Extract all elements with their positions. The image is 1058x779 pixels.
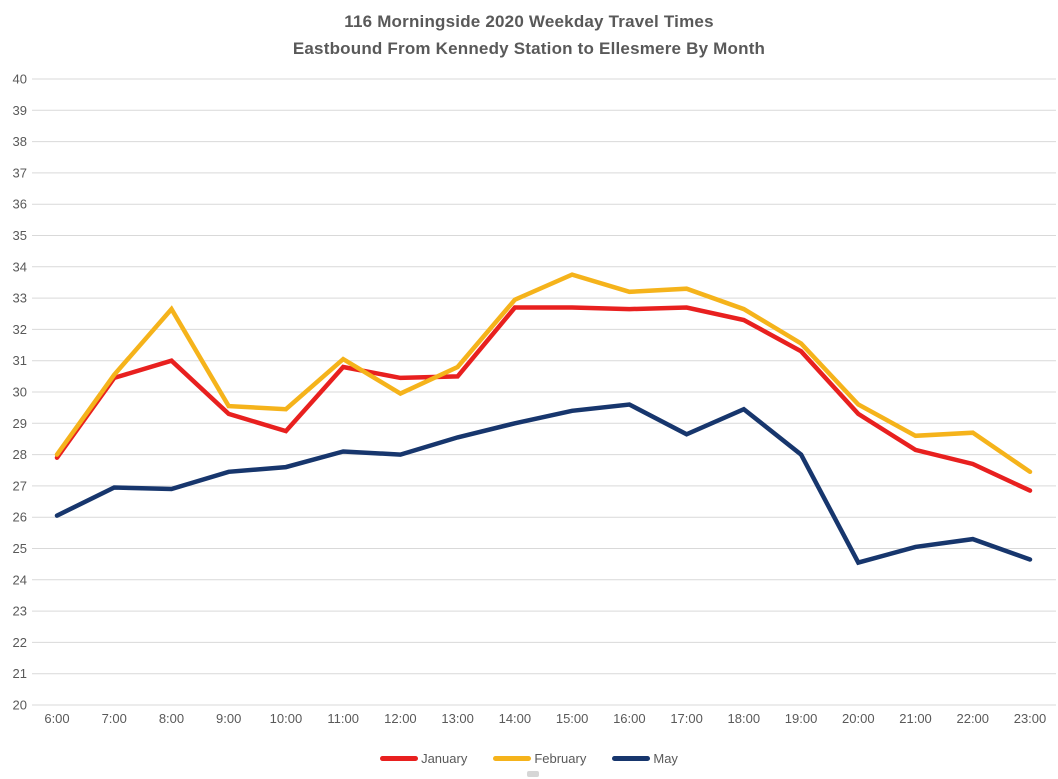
y-tick-label: 25 [13,541,27,556]
x-tick-label: 6:00 [44,711,69,726]
y-tick-label: 21 [13,666,27,681]
y-tick-label: 39 [13,103,27,118]
x-tick-label: 12:00 [384,711,417,726]
x-tick-label: 8:00 [159,711,184,726]
y-tick-label: 35 [13,228,27,243]
legend-label-january: January [421,750,468,766]
y-tick-label: 34 [13,259,27,274]
x-tick-label: 9:00 [216,711,241,726]
series-line-may [54,402,1033,566]
series-line-february [54,272,1033,475]
legend-item-february: February [493,751,586,766]
x-tick-label: 17:00 [670,711,703,726]
y-tick-label: 29 [13,416,27,431]
legend-item-may: May [612,751,678,766]
chart-title-line2: Eastbound From Kennedy Station to Ellesm… [292,39,766,58]
x-tick-label: 20:00 [842,711,875,726]
y-tick-label: 28 [13,447,27,462]
y-tick-label: 33 [13,291,27,306]
y-tick-label: 20 [13,698,27,713]
legend-label-may: May [653,750,678,766]
bottom-center-handle [527,771,539,777]
legend-label-february: February [534,750,587,766]
x-tick-label: 14:00 [499,711,532,726]
x-tick-label: 23:00 [1014,711,1047,726]
x-tick-label: 19:00 [785,711,818,726]
legend-swatch-january [380,755,419,761]
y-tick-label: 23 [13,604,27,619]
x-tick-label: 10:00 [270,711,303,726]
x-tick-label: 7:00 [102,711,127,726]
x-tick-label: 18:00 [728,711,761,726]
y-tick-label: 30 [13,385,27,400]
legend-swatch-may [612,755,651,761]
y-tick-label: 27 [13,478,27,493]
y-tick-label: 40 [13,72,27,87]
y-tick-label: 22 [13,635,27,650]
y-tick-label: 24 [13,572,27,587]
x-tick-label: 13:00 [441,711,474,726]
chart-title: 116 Morningside 2020 Weekday Travel Time… [0,8,1058,62]
y-tick-label: 36 [13,197,27,212]
legend-swatch-february [493,755,532,761]
y-tick-label: 37 [13,165,27,180]
x-tick-label: 11:00 [327,711,359,726]
chart-legend: January February May [0,746,1058,770]
x-tick-label: 21:00 [899,711,932,726]
y-tick-label: 38 [13,134,27,149]
x-tick-label: 15:00 [556,711,589,726]
y-tick-label: 32 [13,322,27,337]
y-tick-label: 26 [13,510,27,525]
legend-item-january: January [380,751,467,766]
series-line-january [54,305,1033,493]
x-tick-label: 16:00 [613,711,646,726]
y-tick-label: 31 [13,353,27,368]
x-tick-label: 22:00 [956,711,989,726]
chart-title-line1: 116 Morningside 2020 Weekday Travel Time… [344,12,714,31]
